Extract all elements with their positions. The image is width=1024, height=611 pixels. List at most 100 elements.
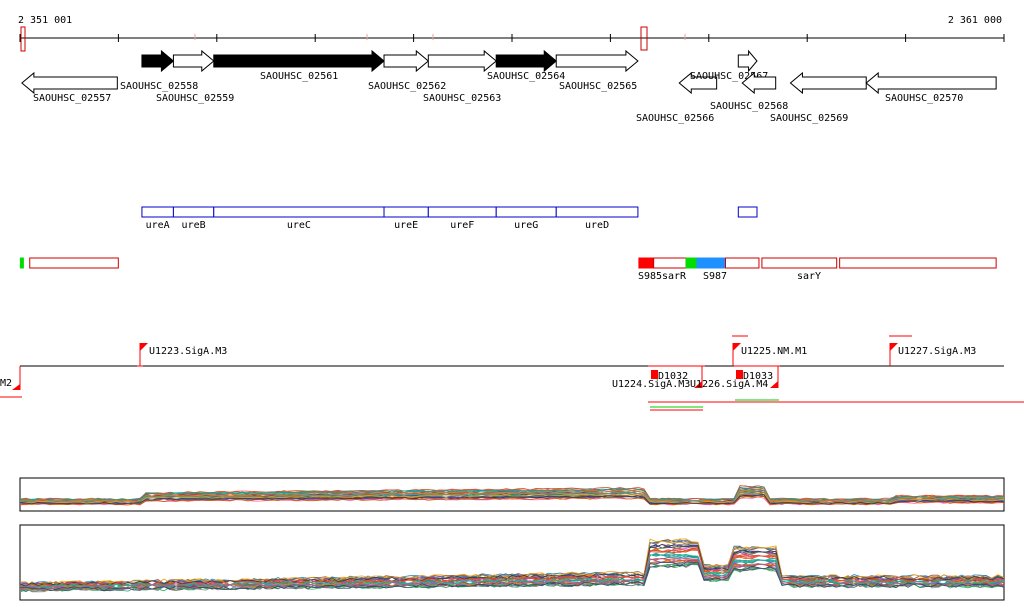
operon-label: ureB [182,220,206,231]
operon-ureD[interactable]: ureD [555,206,639,231]
expression-trace [19,488,1004,502]
gene-saouhsc_02566[interactable]: SAOUHSC_02566 [636,71,718,124]
expression-trace [19,562,1005,592]
ruler-view-marker-left[interactable] [20,26,26,52]
expression-trace [19,544,1005,587]
promoter-label: U1227.SigA.M3 [898,346,976,357]
gene-label: SAOUHSC_02564 [487,71,565,82]
promoter-label: U1226.SigA.M4 [690,379,768,390]
operon-box [172,206,215,218]
promoter-d1033[interactable]: D1033 [736,370,773,382]
srna-sary[interactable]: sarY [761,257,838,282]
srna-label: sarY [797,271,821,282]
gene-arrow [427,49,497,73]
operon-ureA[interactable]: ureA [141,206,174,231]
expression-trace [19,496,1005,506]
operon-ureG[interactable]: ureG [495,206,557,231]
promoter-label: U1223.SigA.M3 [149,346,227,357]
operon-box [383,206,429,218]
gene-arrow [865,71,997,95]
gene-saouhsc_02562[interactable]: SAOUHSC_02562 [368,49,446,92]
gene-label: SAOUHSC_02568 [710,101,788,112]
promoter-d1032[interactable]: D1032 [651,370,688,382]
coordinate-ruler: 2 351 001 2 361 000 [18,15,1005,52]
gene-label: SAOUHSC_02570 [885,93,963,104]
srna-box [685,257,698,269]
gene-saouhsc_02569[interactable]: SAOUHSC_02569 [770,71,867,124]
srna-label: S987 [703,271,727,282]
srna-label: sarR [662,271,687,282]
gene-arrow [383,49,430,73]
promoter-label: D1033 [743,371,773,382]
operon-ureB[interactable]: ureB [172,206,215,231]
promoter-label: U1225.NM.M1 [741,346,807,357]
srna-feature[interactable] [725,257,760,269]
gene-saouhsc_02557[interactable]: SAOUHSC_02557 [21,71,118,104]
srna-label: S985 [638,271,662,282]
gene-saouhsc_02568[interactable]: SAOUHSC_02568 [710,71,788,112]
operon-label: ureG [514,220,538,231]
operon-ureF[interactable]: ureF [427,206,497,231]
gene-arrow [741,71,777,95]
operon-box [141,206,174,218]
promoter-m2[interactable]: M2 [0,366,22,398]
operon-ureC[interactable]: ureC [213,206,385,231]
gene-label: SAOUHSC_02558 [120,81,198,92]
gene-saouhsc_02558[interactable]: SAOUHSC_02558 [120,49,198,92]
gene-arrow [678,71,718,95]
gene-saouhsc_02561[interactable]: SAOUHSC_02561 [213,49,385,82]
operon-unnamed[interactable] [737,206,758,218]
gene-saouhsc_02564[interactable]: SAOUHSC_02564 [487,49,565,82]
srna-feature[interactable] [19,257,24,269]
promoter-u1224[interactable]: U1224.SigA.M3 [612,365,705,390]
gene-saouhsc_02567[interactable]: SAOUHSC_02567 [690,49,768,82]
gene-arrow [555,49,639,73]
srna-box [761,257,838,269]
gene-label: SAOUHSC_02563 [423,93,501,104]
promoter-u1225[interactable]: U1225.NM.M1 [732,335,807,366]
operon-label: ureE [394,220,418,231]
ruler-ticks [19,34,1005,42]
gene-saouhsc_02559[interactable]: SAOUHSC_02559 [156,49,234,104]
promoter-u1223[interactable]: U1223.SigA.M3 [137,343,227,367]
expression-trace [19,561,1005,592]
promoter-label: U1224.SigA.M3 [612,379,690,390]
gene-arrow [172,49,215,73]
promoter-label: D1032 [658,371,688,382]
gene-arrow [789,71,867,95]
expression-panel-bottom [19,524,1005,601]
promoter-u1226[interactable]: U1226.SigA.M4 [690,365,780,390]
operon-ureE[interactable]: ureE [383,206,429,231]
expression-panel-top [19,477,1005,512]
srna-box [725,257,760,269]
gene-arrow [495,49,558,73]
promoter-u1227[interactable]: U1227.SigA.M3 [889,335,976,366]
expression-trace [19,490,1005,503]
operon-label: ureA [146,220,170,231]
gene-arrow [21,71,118,95]
operon-box [495,206,557,218]
promoter-track: M2 U1223.SigA.M3 D1032 U1224.SigA.M3 [0,335,1024,411]
operon-box [737,206,758,218]
ruler-end-label: 2 361 000 [948,15,1002,26]
gene-saouhsc_02563[interactable]: SAOUHSC_02563 [423,49,501,104]
srna-box [19,257,24,269]
gene-saouhsc_02570[interactable]: SAOUHSC_02570 [865,71,997,104]
srna-s987[interactable]: S987 [696,257,727,282]
operon-label: ureC [287,220,311,231]
gene-label: SAOUHSC_02557 [33,93,111,104]
gene-saouhsc_02565[interactable]: SAOUHSC_02565 [555,49,639,92]
ruler-view-marker-right[interactable] [640,26,648,51]
srna-box [638,257,655,269]
srna-feature[interactable] [29,257,119,269]
operon-box [555,206,639,218]
gene-label: SAOUHSC_02566 [636,113,714,124]
srna-feature[interactable] [685,257,698,269]
expression-traces-bottom [19,538,1005,593]
operon-box [427,206,497,218]
gene-label: SAOUHSC_02569 [770,113,848,124]
srna-feature[interactable] [839,257,997,269]
